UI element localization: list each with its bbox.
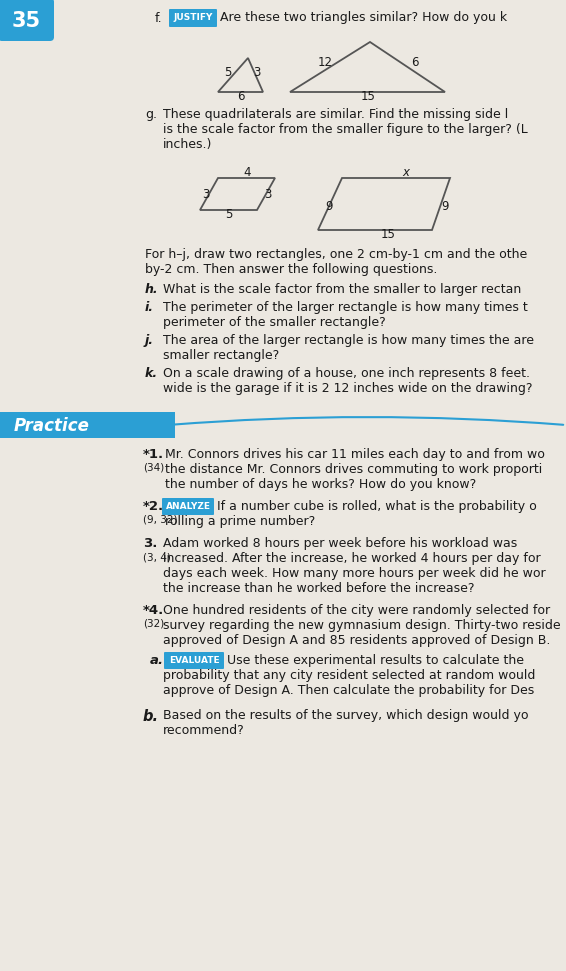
Text: (34): (34) — [143, 463, 164, 473]
Text: the number of days he works? How do you know?: the number of days he works? How do you … — [165, 478, 476, 491]
Text: j.: j. — [145, 334, 154, 347]
Text: 12: 12 — [318, 55, 332, 69]
Text: b.: b. — [143, 709, 159, 724]
Text: (3, 4): (3, 4) — [143, 552, 171, 562]
Text: What is the scale factor from the smaller to larger rectan: What is the scale factor from the smalle… — [163, 283, 521, 296]
Text: a.: a. — [150, 654, 164, 667]
Text: One hundred residents of the city were randomly selected for: One hundred residents of the city were r… — [163, 604, 550, 617]
Text: ANALYZE: ANALYZE — [165, 502, 211, 511]
Text: 35: 35 — [11, 11, 41, 31]
Text: On a scale drawing of a house, one inch represents 8 feet.: On a scale drawing of a house, one inch … — [163, 367, 530, 380]
Text: Use these experimental results to calculate the: Use these experimental results to calcul… — [227, 654, 524, 667]
Text: For h–j, draw two rectangles, one 2 cm-by-1 cm and the othe: For h–j, draw two rectangles, one 2 cm-b… — [145, 248, 528, 261]
Text: i.: i. — [145, 301, 154, 314]
Text: 6: 6 — [411, 55, 419, 69]
Text: *4.: *4. — [143, 604, 164, 617]
Text: 15: 15 — [380, 228, 396, 242]
Text: probability that any city resident selected at random would: probability that any city resident selec… — [163, 669, 535, 682]
Text: is the scale factor from the smaller figure to the larger? (L: is the scale factor from the smaller fig… — [163, 123, 528, 136]
Text: 3: 3 — [264, 188, 272, 202]
Text: If a number cube is rolled, what is the probability o: If a number cube is rolled, what is the … — [217, 500, 537, 513]
Text: wide is the garage if it is 2 12 inches wide on the drawing?: wide is the garage if it is 2 12 inches … — [163, 382, 533, 395]
Text: h.: h. — [145, 283, 158, 296]
Text: k.: k. — [145, 367, 158, 380]
Text: increased. After the increase, he worked 4 hours per day for: increased. After the increase, he worked… — [163, 552, 541, 565]
Text: JUSTIFY: JUSTIFY — [173, 14, 213, 22]
Text: Practice: Practice — [14, 417, 90, 435]
FancyBboxPatch shape — [0, 412, 175, 438]
Text: 15: 15 — [361, 90, 375, 104]
Text: The area of the larger rectangle is how many times the are: The area of the larger rectangle is how … — [163, 334, 534, 347]
Text: g.: g. — [145, 108, 157, 121]
Text: rolling a prime number?: rolling a prime number? — [165, 515, 315, 528]
Text: 3: 3 — [254, 66, 261, 80]
Text: x: x — [402, 165, 409, 179]
Text: 6: 6 — [237, 89, 245, 103]
Text: recommend?: recommend? — [163, 724, 245, 737]
Text: 5: 5 — [225, 209, 233, 221]
Text: Adam worked 8 hours per week before his workload was: Adam worked 8 hours per week before his … — [163, 537, 517, 550]
Text: These quadrilaterals are similar. Find the missing side l: These quadrilaterals are similar. Find t… — [163, 108, 508, 121]
Text: (32): (32) — [143, 619, 164, 629]
Text: 3.: 3. — [143, 537, 157, 550]
Text: (9, 32): (9, 32) — [143, 515, 178, 525]
FancyBboxPatch shape — [162, 498, 214, 515]
FancyBboxPatch shape — [164, 652, 224, 669]
Text: approved of Design A and 85 residents approved of Design B.: approved of Design A and 85 residents ap… — [163, 634, 550, 647]
Text: days each week. How many more hours per week did he wor: days each week. How many more hours per … — [163, 567, 546, 580]
FancyBboxPatch shape — [169, 9, 217, 27]
Text: approve of Design A. Then calculate the probability for Des: approve of Design A. Then calculate the … — [163, 684, 534, 697]
Text: 9: 9 — [441, 200, 449, 214]
Text: survey regarding the new gymnasium design. Thirty-two reside: survey regarding the new gymnasium desig… — [163, 619, 561, 632]
FancyBboxPatch shape — [0, 0, 54, 41]
Text: Mr. Connors drives his car 11 miles each day to and from wo: Mr. Connors drives his car 11 miles each… — [165, 448, 545, 461]
Text: the distance Mr. Connors drives commuting to work proporti: the distance Mr. Connors drives commutin… — [165, 463, 542, 476]
Text: by-2 cm. Then answer the following questions.: by-2 cm. Then answer the following quest… — [145, 263, 438, 276]
Text: 9: 9 — [325, 200, 333, 214]
Text: perimeter of the smaller rectangle?: perimeter of the smaller rectangle? — [163, 316, 386, 329]
Text: the increase than he worked before the increase?: the increase than he worked before the i… — [163, 582, 474, 595]
Text: EVALUATE: EVALUATE — [169, 656, 219, 665]
Text: Are these two triangles similar? How do you k: Are these two triangles similar? How do … — [220, 12, 507, 24]
Text: f.: f. — [155, 12, 162, 24]
Text: *1.: *1. — [143, 448, 164, 461]
Text: *2.: *2. — [143, 500, 164, 513]
Text: 4: 4 — [243, 166, 251, 180]
Text: Based on the results of the survey, which design would yo: Based on the results of the survey, whic… — [163, 709, 529, 722]
Text: inches.): inches.) — [163, 138, 212, 151]
Text: smaller rectangle?: smaller rectangle? — [163, 349, 279, 362]
Text: The perimeter of the larger rectangle is how many times t: The perimeter of the larger rectangle is… — [163, 301, 528, 314]
Text: 3: 3 — [202, 188, 209, 202]
Text: 5: 5 — [224, 66, 231, 80]
